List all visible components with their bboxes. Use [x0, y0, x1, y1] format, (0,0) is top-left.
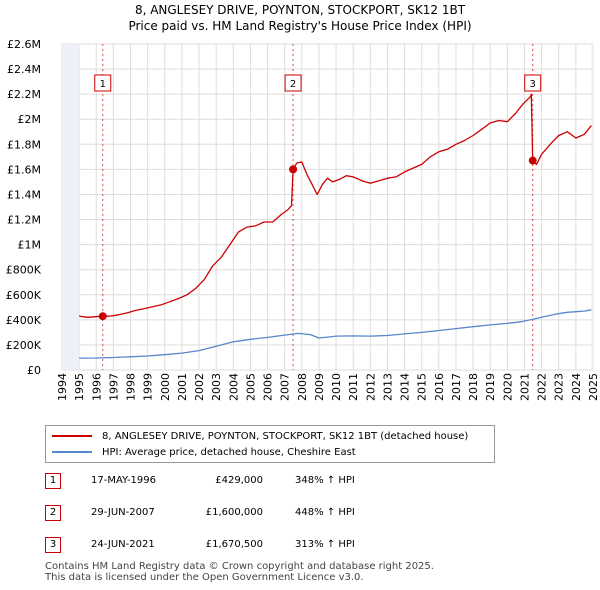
chart-subtitle: Price paid vs. HM Land Registry's House … — [128, 19, 472, 33]
x-tick-label: 2014 — [399, 373, 412, 401]
y-tick-label: £2M — [18, 113, 42, 126]
legend-label-hpi: HPI: Average price, detached house, Ches… — [102, 446, 356, 458]
footer-copyright: Contains HM Land Registry data © Crown c… — [45, 561, 434, 572]
y-tick-label: £1.2M — [7, 214, 41, 227]
legend-item-hpi: HPI: Average price, detached house, Ches… — [52, 445, 356, 459]
x-tick-label: 1999 — [142, 373, 155, 401]
y-tick-label: £600K — [6, 289, 42, 302]
y-tick-label: £0 — [27, 364, 41, 377]
x-tick-label: 2009 — [313, 373, 326, 401]
x-tick-label: 2025 — [587, 373, 600, 401]
x-tick-label: 1998 — [125, 373, 138, 401]
x-tick-label: 2020 — [501, 373, 514, 401]
y-tick-label: £2.4M — [7, 63, 41, 76]
x-tick-label: 2002 — [193, 373, 206, 401]
x-tick-label: 2022 — [536, 373, 549, 401]
sale-price: £1,600,000 — [205, 507, 263, 518]
legend-swatch-property — [52, 435, 92, 437]
footer-licence: This data is licensed under the Open Gov… — [45, 572, 364, 583]
y-tick-label: £400K — [6, 314, 42, 327]
sale-hpi-change: 313% ↑ HPI — [295, 539, 355, 550]
sale-marker-box — [284, 74, 302, 92]
footer: Contains HM Land Registry data © Crown c… — [45, 561, 434, 583]
sale-row: 1 17-MAY-1996 £429,000 348% ↑ HPI — [45, 473, 565, 491]
x-tick-label: 2018 — [467, 373, 480, 401]
price-chart: 1 2 3 £0 £200K £400K £600K £800K £1M £1.2M £1.4M £… — [6, 38, 600, 401]
sale-number-badge: 1 — [45, 473, 61, 489]
sale-marker-label: 1 — [100, 79, 106, 90]
sale-date: 24-JUN-2021 — [91, 539, 155, 550]
x-tick-label: 2008 — [296, 373, 309, 401]
x-tick-label: 2012 — [364, 373, 377, 401]
x-tick-label: 2023 — [553, 373, 566, 401]
sale-date: 29-JUN-2007 — [91, 507, 155, 518]
y-tick-label: £1M — [18, 239, 42, 252]
pre-data-band — [62, 44, 80, 370]
y-tick-label: £2.2M — [7, 88, 41, 101]
legend-swatch-hpi — [52, 451, 92, 453]
x-tick-label: 2013 — [381, 373, 394, 401]
sale-hpi-change: 348% ↑ HPI — [295, 475, 355, 486]
x-tick-label: 2011 — [347, 373, 360, 401]
sale-marker-label: 3 — [530, 79, 536, 90]
sale-hpi-change: 448% ↑ HPI — [295, 507, 355, 518]
y-tick-label: £800K — [6, 264, 42, 277]
x-tick-label: 1996 — [90, 373, 103, 401]
x-tick-label: 2006 — [262, 373, 275, 401]
sale-marker-label: 2 — [290, 79, 296, 90]
sale-marker-box — [524, 74, 542, 92]
x-tick-label: 2007 — [279, 373, 292, 401]
x-tick-label: 1994 — [56, 373, 69, 401]
y-tick-label: £2.6M — [7, 38, 41, 51]
x-tick-label: 2016 — [433, 373, 446, 401]
x-tick-label: 2015 — [416, 373, 429, 401]
sale-price: £429,000 — [215, 475, 263, 486]
sale-point — [98, 312, 107, 321]
x-tick-label: 2010 — [330, 373, 343, 401]
sale-number-badge: 3 — [45, 537, 61, 553]
y-tick-label: £1.8M — [7, 138, 41, 151]
x-tick-label: 2003 — [210, 373, 223, 401]
post-data-band — [591, 44, 593, 370]
x-tick-label: 1997 — [107, 373, 120, 401]
sale-point — [528, 156, 537, 165]
chart-title: 8, ANGLESEY DRIVE, POYNTON, STOCKPORT, S… — [134, 3, 466, 17]
y-tick-label: £1.6M — [7, 163, 41, 176]
x-tick-label: 2019 — [484, 373, 497, 401]
hpi-line — [79, 309, 592, 359]
sale-price: £1,670,500 — [205, 539, 263, 550]
x-tick-label: 1995 — [73, 373, 86, 401]
sale-marker-box — [94, 74, 112, 92]
sale-row: 3 24-JUN-2021 £1,670,500 313% ↑ HPI — [45, 537, 565, 555]
property-price-line — [79, 93, 592, 318]
legend-label-property: 8, ANGLESEY DRIVE, POYNTON, STOCKPORT, S… — [102, 430, 469, 442]
sale-date: 17-MAY-1996 — [91, 475, 157, 486]
sale-number-badge: 2 — [45, 505, 61, 521]
x-tick-label: 2004 — [227, 373, 240, 401]
x-tick-label: 2024 — [570, 373, 583, 401]
x-tick-label: 2021 — [518, 373, 531, 401]
legend: 8, ANGLESEY DRIVE, POYNTON, STOCKPORT, S… — [45, 425, 495, 463]
legend-item-property: 8, ANGLESEY DRIVE, POYNTON, STOCKPORT, S… — [52, 429, 468, 443]
x-tick-label: 2005 — [244, 373, 257, 401]
sale-point — [289, 165, 298, 174]
y-tick-label: £200K — [6, 339, 42, 352]
plot-area — [61, 43, 594, 371]
x-tick-label: 2001 — [176, 373, 189, 401]
y-tick-label: £1.4M — [7, 188, 41, 201]
x-tick-label: 2000 — [159, 373, 172, 401]
sale-row: 2 29-JUN-2007 £1,600,000 448% ↑ HPI — [45, 505, 565, 523]
x-tick-label: 2017 — [450, 373, 463, 401]
